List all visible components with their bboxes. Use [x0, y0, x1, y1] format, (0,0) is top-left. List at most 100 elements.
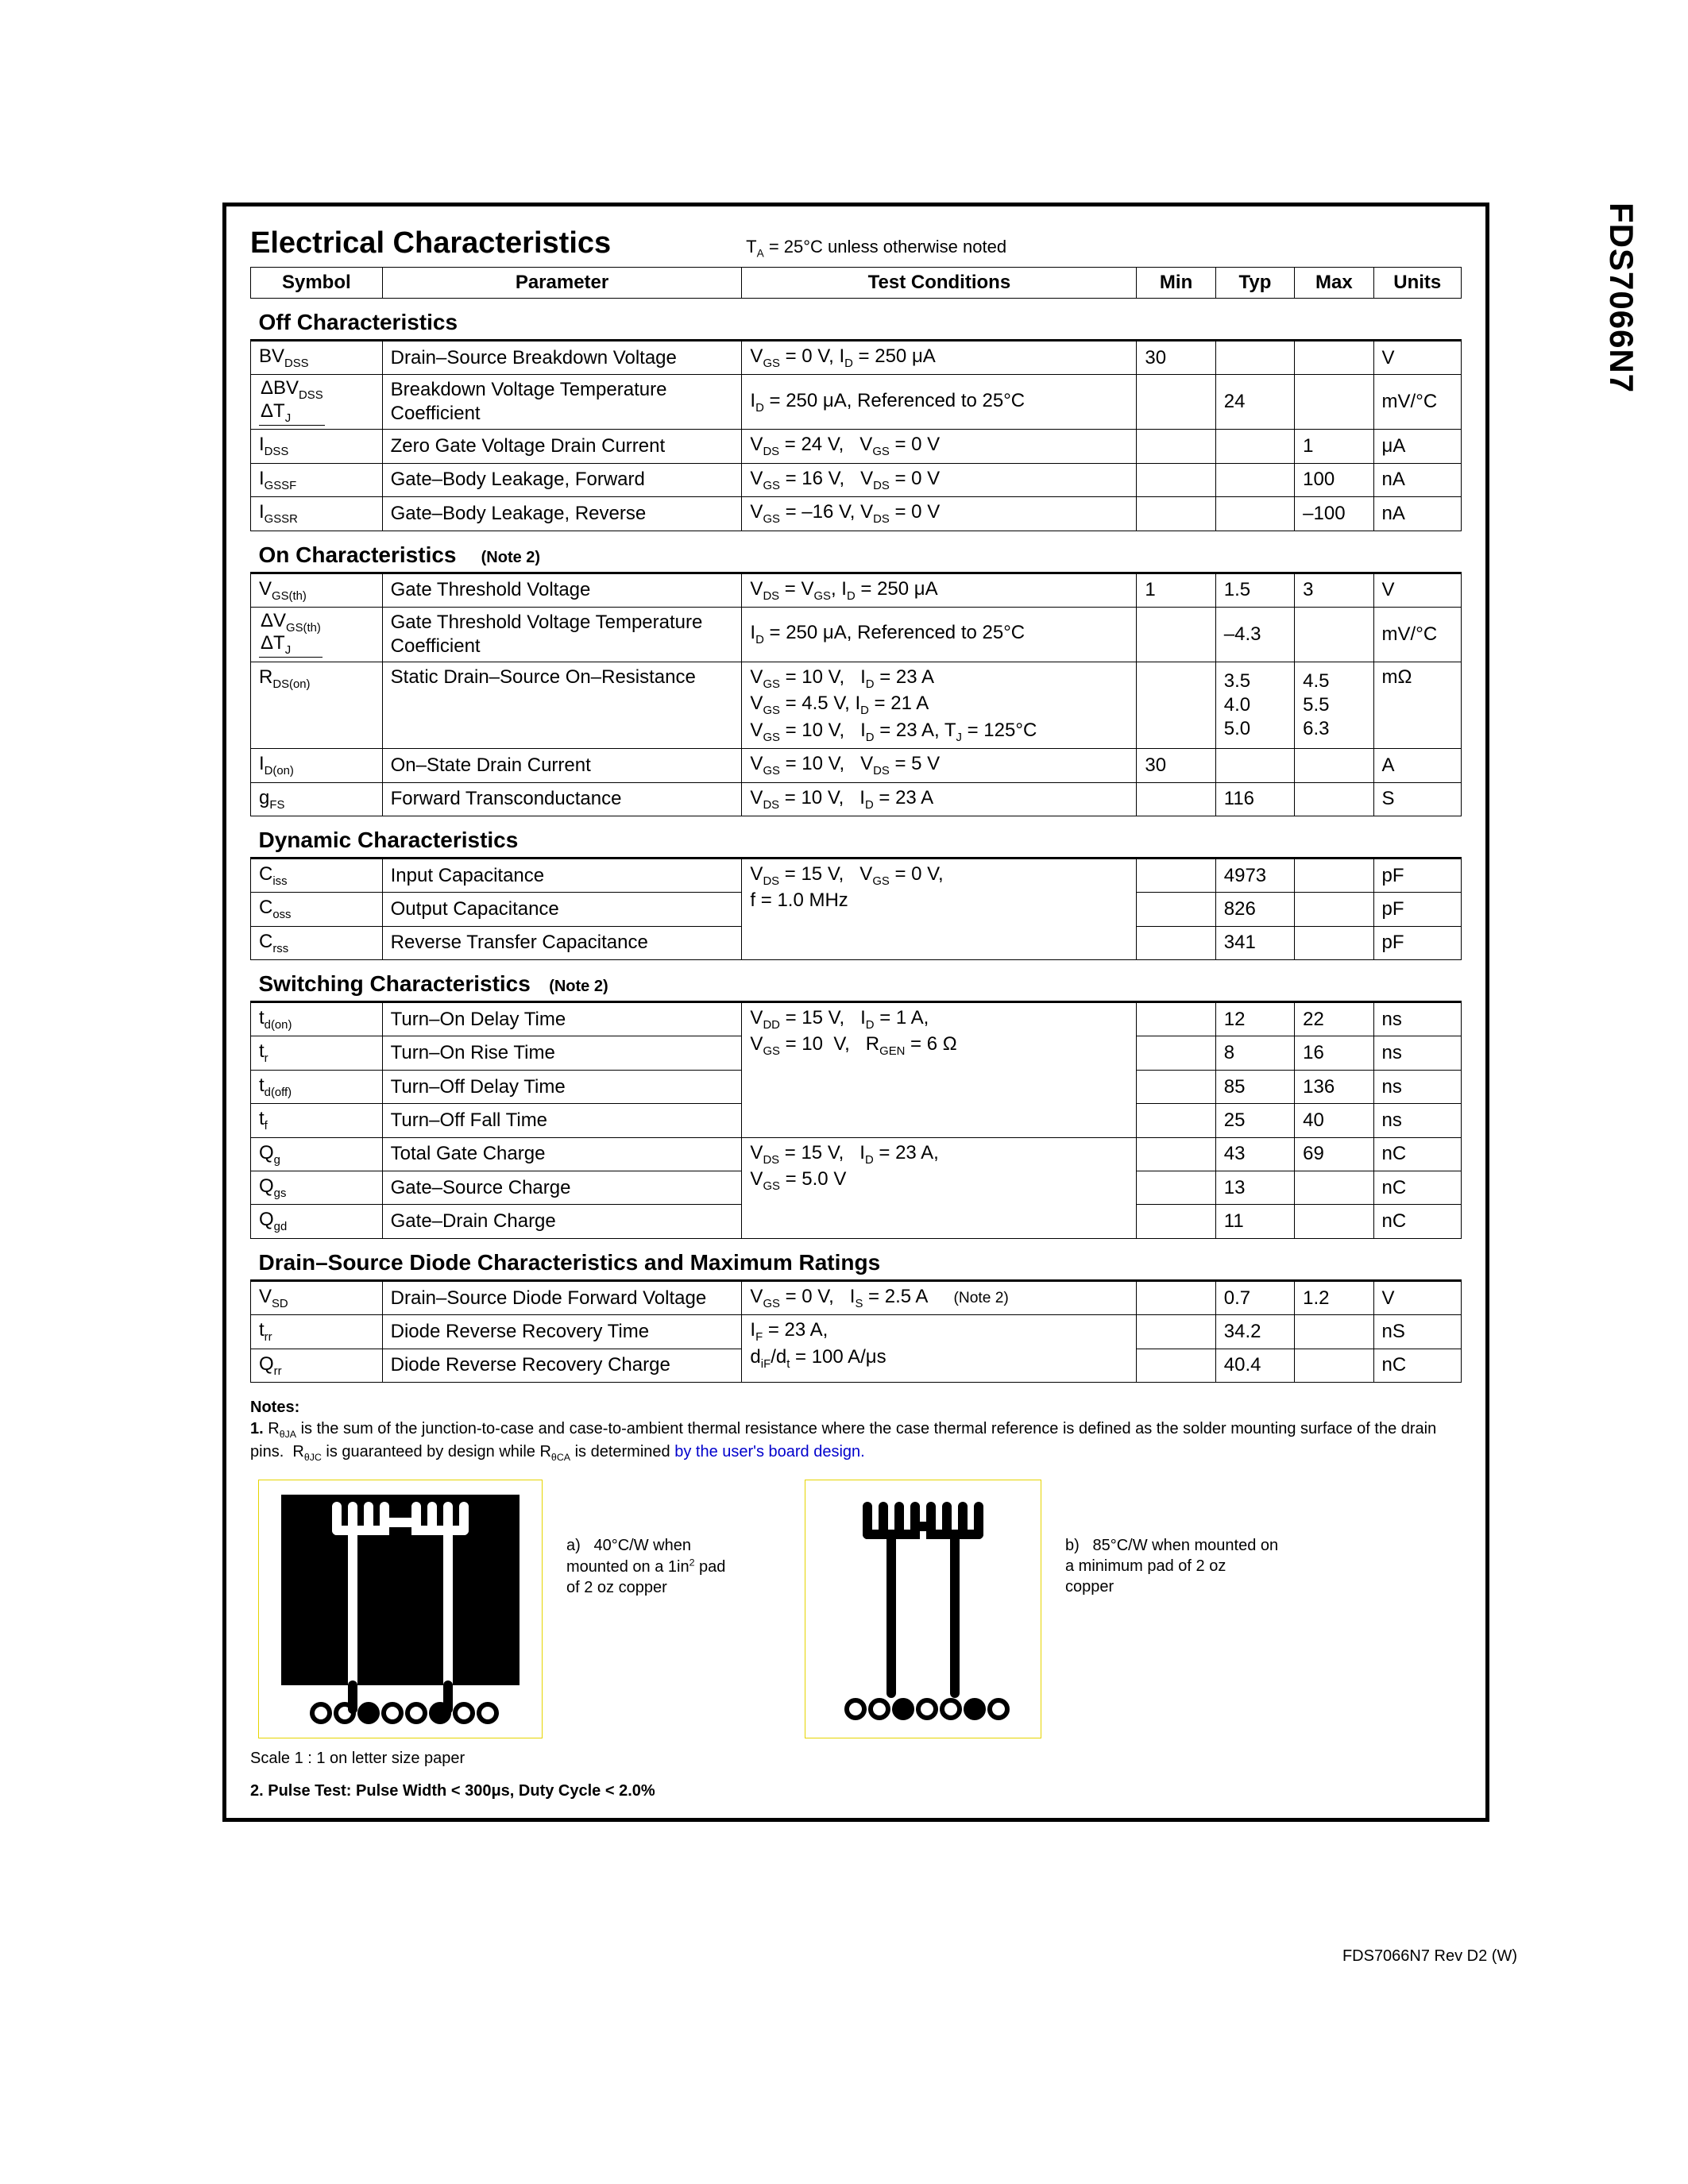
cond: VDS = 15 V, VGS = 0 V,f = 1.0 MHz [742, 858, 1137, 959]
param: Turn–Off Fall Time [382, 1104, 742, 1137]
typ: 116 [1215, 782, 1294, 816]
max [1295, 1349, 1373, 1382]
hdr-units: Units [1373, 268, 1461, 299]
param: Turn–Off Delay Time [382, 1070, 742, 1103]
min [1137, 375, 1215, 430]
hdr-conditions: Test Conditions [742, 268, 1137, 299]
param: Output Capacitance [382, 893, 742, 926]
units: ns [1373, 1104, 1461, 1137]
min [1137, 1315, 1215, 1349]
min [1137, 662, 1215, 748]
max [1295, 375, 1373, 430]
typ: 25 [1215, 1104, 1294, 1137]
row-dbvdss: ΔBVDSSΔTJ Breakdown Voltage Temperature … [251, 375, 1462, 430]
param: Gate–Body Leakage, Reverse [382, 497, 742, 531]
sym: RDS(on) [251, 662, 383, 748]
row-ciss: Ciss Input Capacitance VDS = 15 V, VGS =… [251, 858, 1462, 892]
min [1137, 1205, 1215, 1238]
row-idss: IDSS Zero Gate Voltage Drain Current VDS… [251, 430, 1462, 463]
sym: IGSSF [251, 463, 383, 496]
cond: VDS = 15 V, ID = 23 A,VGS = 5.0 V [742, 1137, 1137, 1238]
units: pF [1373, 893, 1461, 926]
param: Drain–Source Diode Forward Voltage [382, 1280, 742, 1314]
typ: 24 [1215, 375, 1294, 430]
min [1137, 463, 1215, 496]
typ: 4973 [1215, 858, 1294, 892]
cond: VGS = 16 V, VDS = 0 V [742, 463, 1137, 496]
min: 1 [1137, 573, 1215, 607]
sym: ΔVGS(th)ΔTJ [251, 607, 383, 662]
units: ns [1373, 1070, 1461, 1103]
pcb-b-caption: b) 85°C/W when mounted ona minimum pad o… [1065, 1480, 1288, 1597]
units: nC [1373, 1349, 1461, 1382]
notes-label: Notes: [250, 1397, 1462, 1418]
units: nA [1373, 463, 1461, 496]
min [1137, 1171, 1215, 1205]
pcb-layout-row: a) 40°C/W whenmounted on a 1in2 padof 2 … [250, 1480, 1462, 1738]
sym: ID(on) [251, 749, 383, 782]
section-header-off: Off Characteristics [251, 299, 1462, 341]
section-header-switching: Switching Characteristics (Note 2) [251, 960, 1462, 1002]
param: Breakdown Voltage Temperature Coefficien… [382, 375, 742, 430]
max [1295, 1315, 1373, 1349]
electrical-characteristics-table: Symbol Parameter Test Conditions Min Typ… [250, 267, 1462, 1383]
sym: Ciss [251, 858, 383, 892]
sym: VSD [251, 1280, 383, 1314]
param: Gate Threshold Voltage [382, 573, 742, 607]
cond: ID = 250 μA, Referenced to 25°C [742, 607, 1137, 662]
sym: trr [251, 1315, 383, 1349]
cond: VDD = 15 V, ID = 1 A,VGS = 10 V, RGEN = … [742, 1002, 1137, 1138]
param: Input Capacitance [382, 858, 742, 892]
max: 1 [1295, 430, 1373, 463]
max: 16 [1295, 1036, 1373, 1070]
min [1137, 1036, 1215, 1070]
sym: Coss [251, 893, 383, 926]
param: Gate–Drain Charge [382, 1205, 742, 1238]
scale-note: Scale 1 : 1 on letter size paper [250, 1748, 1462, 1769]
units: V [1373, 341, 1461, 375]
typ: 85 [1215, 1070, 1294, 1103]
max: –100 [1295, 497, 1373, 531]
typ: 3.54.05.0 [1215, 662, 1294, 748]
row-tdon: td(on) Turn–On Delay Time VDD = 15 V, ID… [251, 1002, 1462, 1036]
units: pF [1373, 858, 1461, 892]
pcb-b-cell [805, 1480, 1041, 1738]
min [1137, 1349, 1215, 1382]
pcb-b-frame [805, 1480, 1041, 1738]
param: Gate Threshold Voltage Temperature Coeff… [382, 607, 742, 662]
min [1137, 926, 1215, 959]
typ: 826 [1215, 893, 1294, 926]
cond: VGS = 10 V, VDS = 5 V [742, 749, 1137, 782]
page-content: Electrical Characteristics TA = 25°C unl… [222, 203, 1589, 1822]
typ: 1.5 [1215, 573, 1294, 607]
sym: gFS [251, 782, 383, 816]
min [1137, 1104, 1215, 1137]
param: Diode Reverse Recovery Charge [382, 1349, 742, 1382]
min: 30 [1137, 749, 1215, 782]
row-igssr: IGSSR Gate–Body Leakage, Reverse VGS = –… [251, 497, 1462, 531]
cond: IF = 23 A,diF/dt = 100 A/μs [742, 1315, 1137, 1383]
max [1295, 341, 1373, 375]
units: nC [1373, 1205, 1461, 1238]
sym: ΔBVDSSΔTJ [251, 375, 383, 430]
max [1295, 782, 1373, 816]
max [1295, 858, 1373, 892]
units: pF [1373, 926, 1461, 959]
cond: ID = 250 μA, Referenced to 25°C [742, 375, 1137, 430]
typ: 11 [1215, 1205, 1294, 1238]
row-vgsth: VGS(th) Gate Threshold Voltage VDS = VGS… [251, 573, 1462, 607]
part-number-vertical: FDS7066N7 [1602, 203, 1640, 393]
min [1137, 1002, 1215, 1036]
cond: VGS = –16 V, VDS = 0 V [742, 497, 1137, 531]
hdr-min: Min [1137, 268, 1215, 299]
pcb-b-icon [812, 1487, 1034, 1725]
units: μA [1373, 430, 1461, 463]
row-idon: ID(on) On–State Drain Current VGS = 10 V… [251, 749, 1462, 782]
sym: Qrr [251, 1349, 383, 1382]
section-header-dynamic: Dynamic Characteristics [251, 816, 1462, 858]
cond: VDS = 10 V, ID = 23 A [742, 782, 1137, 816]
typ: 40.4 [1215, 1349, 1294, 1382]
max: 1.2 [1295, 1280, 1373, 1314]
title-row: Electrical Characteristics TA = 25°C unl… [250, 226, 1462, 260]
hdr-parameter: Parameter [382, 268, 742, 299]
